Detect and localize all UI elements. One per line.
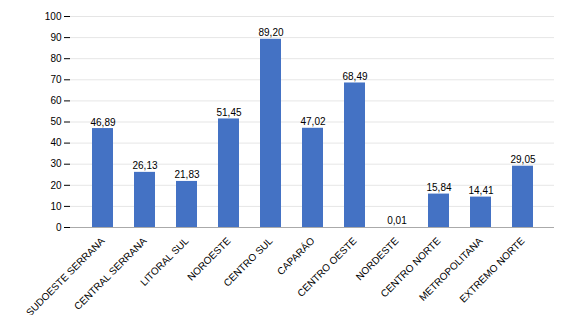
svg-text:89,20: 89,20 [258, 27, 283, 38]
svg-text:46,89: 46,89 [90, 117, 115, 128]
svg-text:47,02: 47,02 [300, 116, 325, 127]
svg-text:NOROESTE: NOROESTE [185, 235, 233, 283]
svg-text:70: 70 [50, 74, 62, 85]
svg-text:100: 100 [45, 11, 62, 22]
svg-text:50: 50 [50, 116, 62, 127]
svg-text:CAPARÁO: CAPARÁO [274, 234, 317, 277]
svg-text:CENTRAL SERRANA: CENTRAL SERRANA [72, 235, 149, 312]
svg-text:60: 60 [50, 95, 62, 106]
svg-text:NORDESTE: NORDESTE [353, 235, 401, 283]
svg-text:0,01: 0,01 [387, 215, 407, 226]
svg-text:CENTRO OESTE: CENTRO OESTE [295, 235, 359, 299]
svg-text:CENTRO NORTE: CENTRO NORTE [378, 235, 443, 300]
svg-text:90: 90 [50, 32, 62, 43]
svg-text:30: 30 [50, 158, 62, 169]
svg-text:14,41: 14,41 [468, 185, 493, 196]
svg-text:80: 80 [50, 53, 62, 64]
svg-text:51,45: 51,45 [216, 107, 241, 118]
svg-text:68,49: 68,49 [342, 71, 367, 82]
svg-text:40: 40 [50, 137, 62, 148]
svg-text:21,83: 21,83 [174, 169, 199, 180]
svg-text:METROPOLITANA: METROPOLITANA [416, 235, 485, 303]
svg-text:10: 10 [50, 201, 62, 212]
svg-text:15,84: 15,84 [426, 182, 451, 193]
svg-text:20: 20 [50, 180, 62, 191]
svg-text:EXTREMO NORTE: EXTREMO NORTE [457, 235, 527, 305]
svg-text:0: 0 [56, 222, 62, 233]
svg-text:LITORAL SUL: LITORAL SUL [138, 235, 191, 288]
svg-text:CENTRO SUL: CENTRO SUL [221, 235, 275, 289]
svg-text:SUDOESTE SERRANA: SUDOESTE SERRANA [24, 235, 107, 315]
svg-text:29,05: 29,05 [510, 154, 535, 165]
svg-text:26,13: 26,13 [132, 160, 157, 171]
